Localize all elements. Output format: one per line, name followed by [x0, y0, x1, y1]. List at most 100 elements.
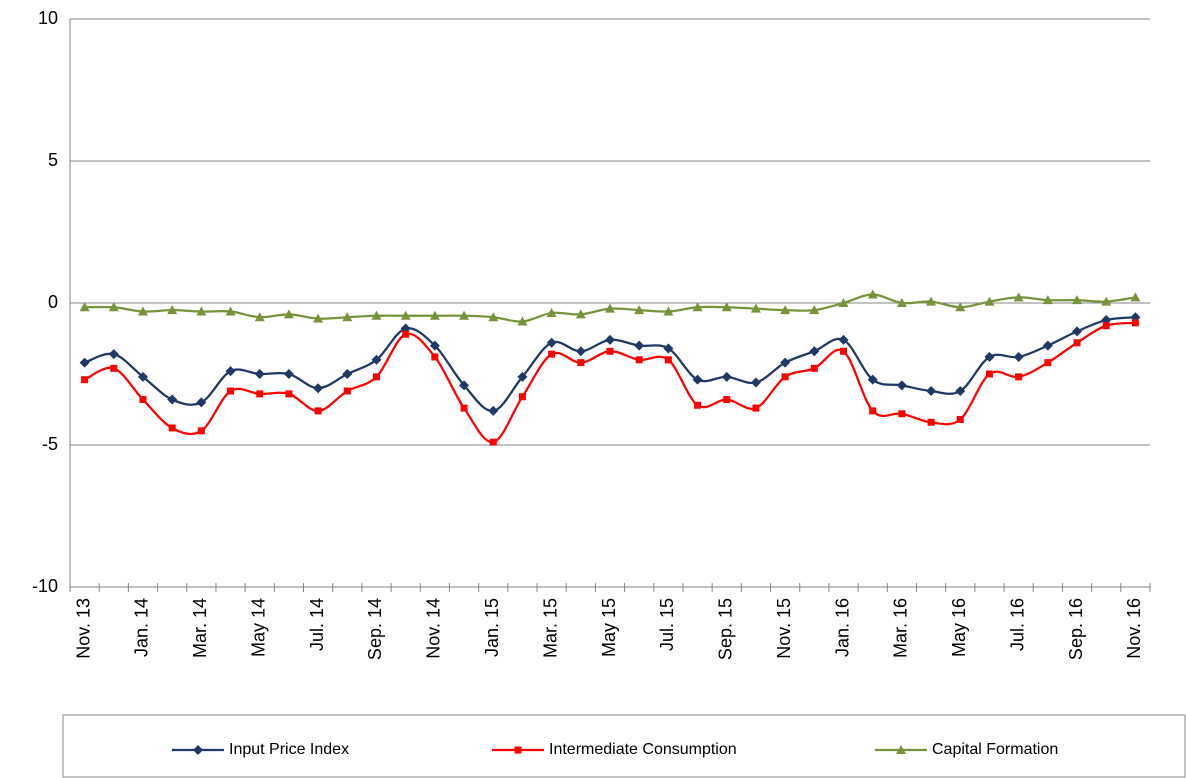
x-tick-label: Nov. 15	[774, 598, 794, 659]
point	[750, 377, 761, 388]
point	[283, 309, 294, 319]
point	[869, 407, 877, 415]
point	[694, 401, 702, 409]
point	[956, 415, 964, 423]
x-tick-label: May 16	[949, 598, 969, 657]
point	[256, 390, 264, 398]
point	[400, 310, 411, 320]
point	[985, 370, 993, 378]
point	[167, 305, 178, 315]
y-tick-label: 10	[38, 8, 58, 28]
point	[896, 298, 907, 307]
point	[1072, 295, 1083, 305]
point	[459, 380, 470, 391]
point	[838, 334, 849, 345]
point	[1042, 295, 1053, 305]
point	[342, 369, 353, 379]
point	[79, 357, 90, 368]
point	[285, 390, 293, 398]
point	[402, 330, 410, 338]
point	[1131, 319, 1139, 327]
point	[605, 334, 615, 345]
point	[809, 346, 820, 357]
point	[575, 346, 586, 357]
point	[692, 302, 703, 312]
point	[605, 303, 615, 313]
point	[429, 340, 440, 351]
point	[635, 356, 643, 364]
point	[343, 387, 351, 395]
x-tick-label: May 14	[248, 598, 268, 657]
point	[867, 374, 878, 385]
point	[1015, 373, 1023, 381]
x-tick-label: Jul. 16	[1007, 598, 1027, 651]
x-tick-label: May 15	[599, 598, 619, 657]
point	[168, 424, 176, 432]
point	[692, 374, 703, 385]
legend-marker	[514, 746, 522, 754]
point	[431, 353, 439, 361]
point	[429, 310, 440, 320]
legend-label: Input Price Index	[229, 741, 349, 758]
point	[810, 364, 818, 372]
x-tick-label: Nov. 16	[1124, 598, 1144, 659]
point	[955, 386, 966, 397]
point	[1013, 292, 1024, 302]
point	[517, 316, 528, 326]
point	[780, 357, 791, 368]
point	[313, 313, 324, 323]
point	[1013, 351, 1024, 362]
point	[1130, 292, 1141, 302]
point	[518, 393, 526, 401]
point	[167, 394, 178, 405]
x-tick-label: Nov. 13	[73, 598, 93, 659]
point	[984, 296, 995, 306]
point	[723, 396, 731, 404]
series-line	[84, 316, 1136, 413]
x-tick-label: Mar. 14	[190, 598, 210, 658]
y-tick-label: 0	[48, 292, 58, 312]
point	[1102, 322, 1110, 330]
x-tick-label: Sep. 14	[365, 598, 385, 660]
point	[781, 373, 789, 381]
x-tick-label: Jan. 14	[132, 598, 152, 657]
point	[108, 302, 119, 312]
point	[838, 298, 849, 307]
point	[926, 296, 937, 306]
point	[197, 427, 205, 435]
point	[546, 307, 557, 317]
point	[548, 350, 556, 358]
point	[137, 371, 148, 382]
point	[81, 376, 89, 384]
point	[867, 289, 878, 299]
point	[254, 369, 265, 379]
x-tick-label: Sep. 16	[1066, 598, 1086, 660]
point	[1101, 296, 1112, 306]
point	[984, 351, 995, 362]
point	[809, 305, 820, 315]
point	[752, 404, 760, 412]
legend-box	[62, 714, 1186, 778]
x-tick-label: Mar. 15	[540, 598, 560, 658]
point	[313, 383, 324, 394]
point	[488, 312, 499, 322]
point	[108, 349, 119, 360]
point	[1044, 359, 1052, 367]
point	[955, 302, 966, 312]
x-tick-label: Jul. 14	[307, 598, 327, 651]
point	[196, 306, 207, 316]
legend-label: Intermediate Consumption	[549, 741, 737, 758]
point	[664, 356, 672, 364]
point	[1073, 339, 1081, 347]
point	[634, 340, 645, 351]
point	[896, 380, 907, 391]
x-tick-label: Jan. 15	[482, 598, 502, 657]
legend-marker	[896, 745, 906, 754]
point	[79, 302, 90, 312]
point	[840, 347, 848, 355]
point	[139, 396, 147, 404]
point	[721, 302, 732, 312]
point	[227, 387, 235, 395]
x-tick-label: Jan. 16	[832, 598, 852, 657]
